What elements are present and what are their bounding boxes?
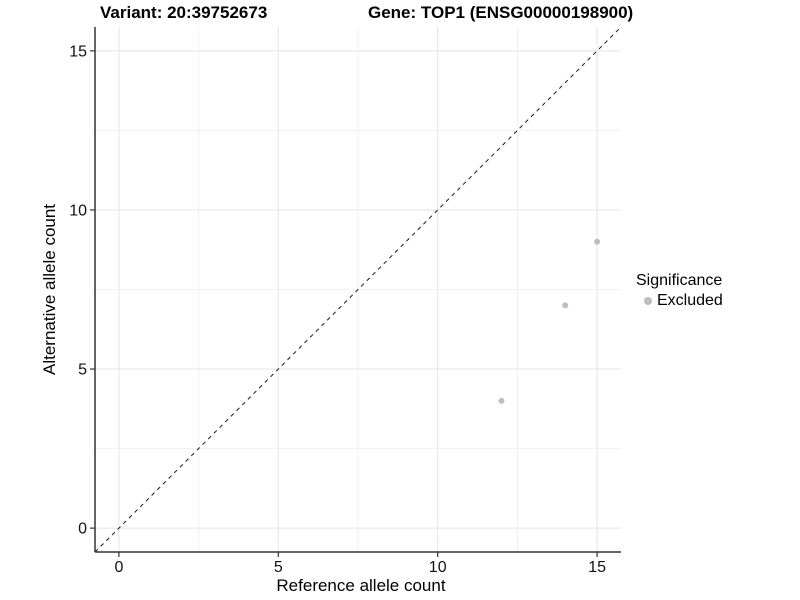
y-tick-label: 0 bbox=[78, 521, 87, 538]
x-tick-label: 5 bbox=[274, 559, 283, 576]
x-tick-label: 10 bbox=[429, 559, 447, 576]
plot-title-gene: Gene: TOP1 (ENSG00000198900) bbox=[368, 3, 634, 22]
legend-significance: Significance Excluded bbox=[636, 271, 723, 310]
identity-dashed-line bbox=[94, 26, 622, 553]
legend-item-label: Excluded bbox=[657, 292, 723, 309]
legend-point-icon bbox=[644, 297, 652, 305]
x-axis-title: Reference allele count bbox=[276, 576, 445, 595]
x-tick-label: 0 bbox=[114, 559, 123, 576]
data-point bbox=[498, 397, 505, 404]
data-point bbox=[562, 302, 569, 309]
y-tick-label: 5 bbox=[78, 362, 87, 379]
plot-title-variant: Variant: 20:39752673 bbox=[100, 3, 268, 22]
data-point bbox=[594, 238, 601, 245]
legend-title: Significance bbox=[636, 272, 723, 289]
y-tick-label: 10 bbox=[69, 202, 87, 219]
y-axis-title: Alternative allele count bbox=[40, 204, 59, 375]
x-tick-label: 15 bbox=[588, 559, 606, 576]
y-tick-label: 15 bbox=[69, 43, 87, 60]
legend-item-excluded: Excluded bbox=[636, 292, 723, 310]
